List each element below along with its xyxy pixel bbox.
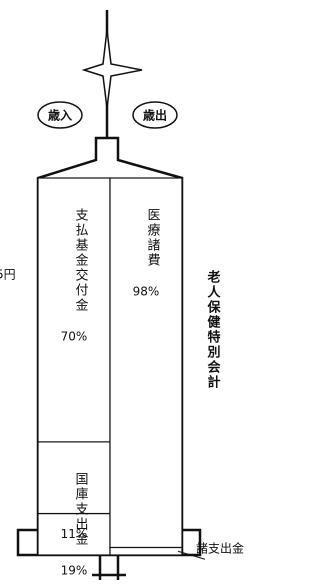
segment (110, 547, 182, 555)
value-label: 70% (61, 330, 88, 344)
category-label: 歳入 (48, 108, 72, 123)
value-label: 98% (133, 285, 160, 299)
annotation: 5円 (0, 268, 16, 282)
segment-label: 支払基金交付金 (73, 208, 89, 313)
segment-label: 諸支出金 (196, 541, 244, 556)
plunger (38, 555, 182, 580)
chart: 歳入 歳出 老人保健特別会計 5円 11%国庫支出金19%支払基金交付金70%諸… (0, 0, 256, 585)
value-label: 19% (61, 563, 88, 577)
page: 歳入 歳出 老人保健特別会計 5円 11%国庫支出金19%支払基金交付金70%諸… (0, 0, 320, 585)
sparkle (84, 30, 142, 108)
segment-label: 医療諸費 (145, 208, 161, 268)
category-label: 歳出 (143, 108, 167, 123)
side-title: 老人保健特別会計 (205, 269, 222, 390)
segment-label: 国庫支出金 (73, 472, 89, 547)
